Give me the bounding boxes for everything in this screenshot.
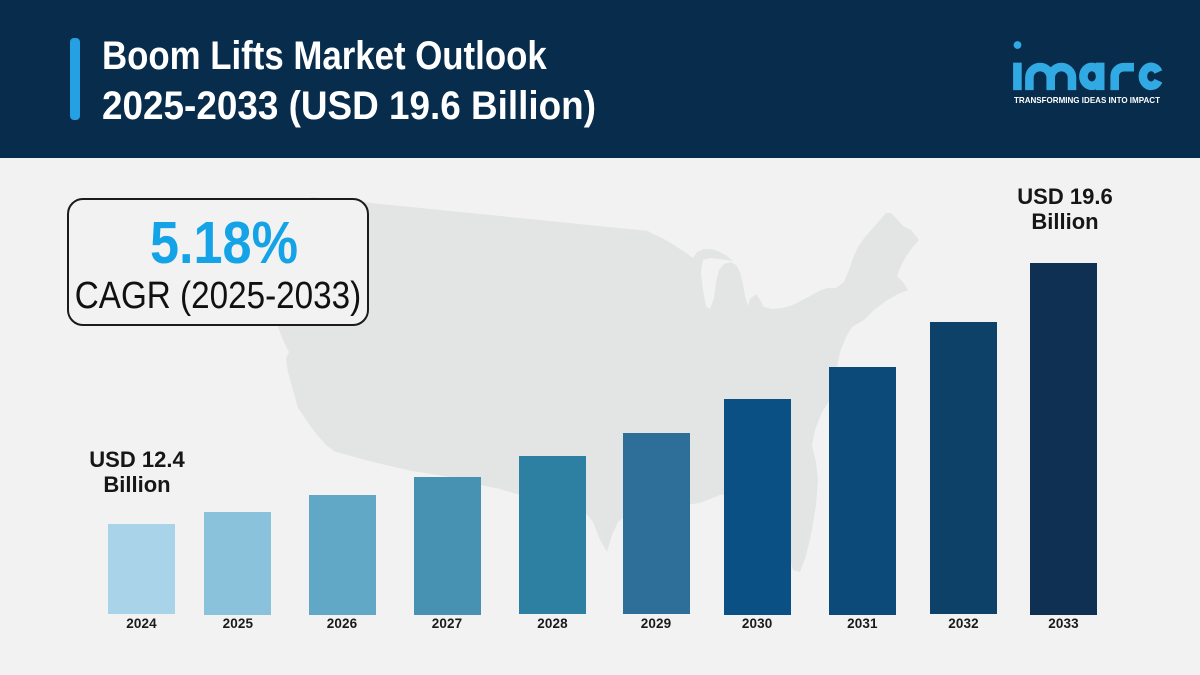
- svg-text:TRANSFORMING IDEAS INTO IMPACT: TRANSFORMING IDEAS INTO IMPACT: [1014, 95, 1161, 105]
